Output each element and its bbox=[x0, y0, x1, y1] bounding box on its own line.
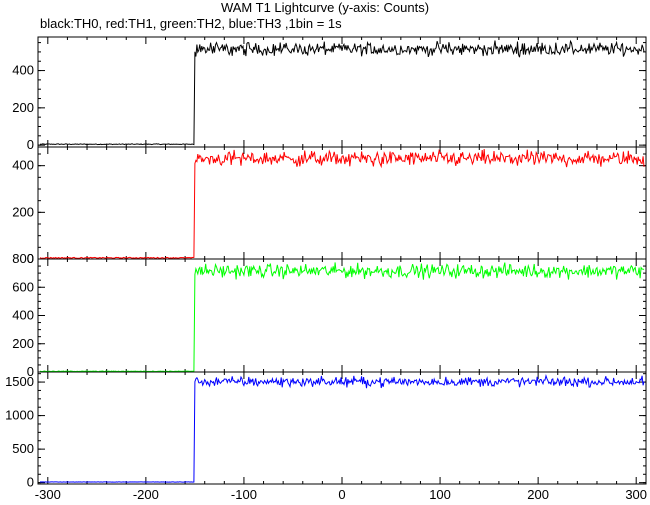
panel-frame-TH3 bbox=[37, 371, 647, 485]
y-tick-label: 200 bbox=[12, 336, 34, 351]
chart-title: WAM T1 Lightcurve (y-axis: Counts) bbox=[220, 0, 430, 15]
series-line-TH0 bbox=[39, 39, 645, 146]
y-tick-label: 400 bbox=[12, 63, 34, 78]
y-tick-label: 600 bbox=[12, 279, 34, 294]
y-tick-label: 0 bbox=[27, 137, 34, 152]
panel-TH1: 0 200 400 bbox=[12, 146, 647, 266]
y-tick-label: 1000 bbox=[5, 408, 34, 423]
y-tick-label: 0 bbox=[27, 364, 34, 379]
panel-frame-TH2 bbox=[37, 258, 647, 373]
panel-TH2: 0 200 400 600 800 bbox=[12, 251, 647, 379]
x-tick-label: 300 bbox=[625, 487, 647, 502]
x-tick-label: -300 bbox=[35, 487, 61, 502]
panel-TH0: 0 200 400 bbox=[12, 36, 647, 152]
y-tick-label: 0 bbox=[27, 251, 34, 266]
y-tick-label: 800 bbox=[12, 251, 34, 266]
chart-subtitle: black:TH0, red:TH1, green:TH2, blue:TH3 … bbox=[40, 16, 342, 31]
panel-TH3: 0 500 1000 1500 bbox=[5, 371, 647, 490]
y-tick-label: 200 bbox=[12, 204, 34, 219]
y-tick-label: 400 bbox=[12, 308, 34, 323]
series-line-TH3 bbox=[39, 373, 645, 483]
series-line-TH2 bbox=[39, 262, 645, 373]
x-tick-label: -100 bbox=[231, 487, 257, 502]
series-line-TH1 bbox=[39, 148, 645, 259]
panel-frame-TH1 bbox=[37, 146, 647, 260]
y-tick-label: 0 bbox=[27, 475, 34, 490]
y-tick-label: 1500 bbox=[5, 374, 34, 389]
y-tick-label: 400 bbox=[12, 158, 34, 173]
x-tick-label: -200 bbox=[133, 487, 159, 502]
y-tick-label: 200 bbox=[12, 100, 34, 115]
x-tick-label: 0 bbox=[338, 487, 345, 502]
x-tick-label: 100 bbox=[429, 487, 451, 502]
x-tick-label: 200 bbox=[527, 487, 549, 502]
y-tick-label: 500 bbox=[12, 441, 34, 456]
